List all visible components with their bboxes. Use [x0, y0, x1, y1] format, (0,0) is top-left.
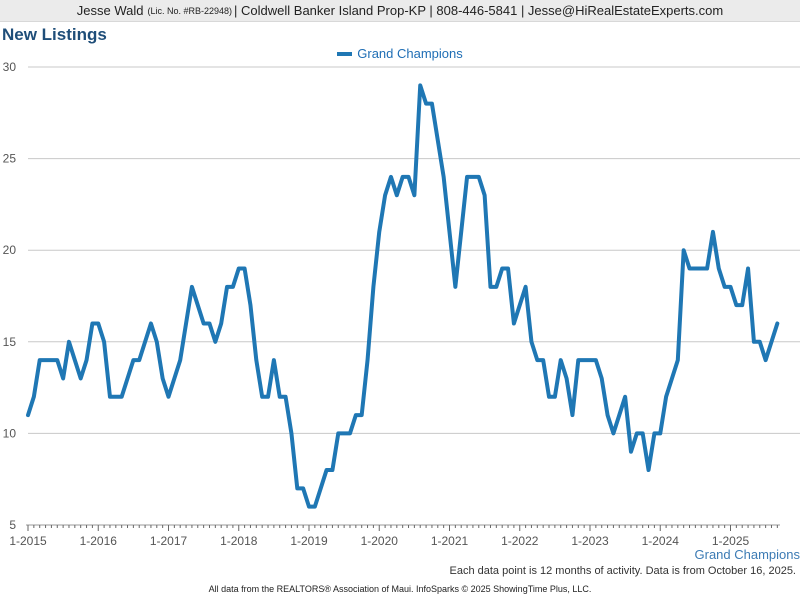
x-tick-label: 1-2025 [712, 534, 750, 548]
x-tick-label: 1-2015 [9, 534, 47, 548]
agent-name: Jesse Wald [76, 3, 144, 18]
x-axis: 1-2015 1-2016 1-2017 1-2018 1-2019 1-2020 1-20… [9, 524, 780, 548]
legend-swatch [337, 51, 353, 56]
series-layer [26, 83, 780, 509]
data-note: Each data point is 12 months of activity… [449, 565, 796, 577]
y-tick-label: 30 [3, 60, 17, 74]
chart-legend[interactable]: Grand Champions [0, 46, 800, 61]
footer-credits: All data from the REALTORS® Association … [208, 584, 592, 594]
x-tick-label: 1-2017 [150, 534, 188, 548]
y-tick-label: 20 [3, 243, 17, 257]
x-tick-label: 1-2023 [571, 534, 609, 548]
y-tick-label: 10 [3, 426, 17, 440]
grid-lines [28, 66, 800, 434]
x-tick-label: 1-2022 [501, 534, 539, 548]
x-tick-label: 1-2024 [642, 534, 680, 548]
agent-contact-details: | Coldwell Banker Island Prop-KP | 808-4… [234, 3, 724, 18]
series-label: Grand Champions [694, 547, 800, 562]
y-tick-label: 25 [3, 152, 17, 166]
agent-license: (Lic. No. #RB-22948) [147, 5, 233, 16]
y-tick-label: 15 [3, 335, 17, 349]
x-tick-label: 1-2021 [431, 534, 469, 548]
y-tick-label: 5 [9, 518, 16, 532]
x-tick-label: 1-2019 [290, 534, 328, 548]
x-tick-label: 1-2018 [220, 534, 258, 548]
x-tick-label: 1-2020 [361, 534, 399, 548]
legend-label: Grand Champions [357, 46, 463, 61]
y-axis-tick-labels: 5 10 15 20 25 30 [3, 60, 17, 532]
series-line-grand-champions[interactable] [26, 83, 780, 509]
agent-header-bar: Jesse Wald (Lic. No. #RB-22948) | Coldwe… [0, 0, 800, 22]
x-tick-label: 1-2016 [80, 534, 118, 548]
page-title: New Listings [2, 25, 107, 44]
